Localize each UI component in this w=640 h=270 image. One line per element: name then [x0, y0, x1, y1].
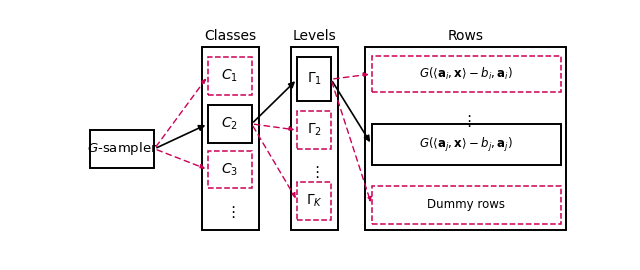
- Text: $G(\langle \mathbf{a}_i, \mathbf{x}\rangle - b_i, \mathbf{a}_i)$: $G(\langle \mathbf{a}_i, \mathbf{x}\rang…: [419, 66, 513, 82]
- Text: $\Gamma_2$: $\Gamma_2$: [307, 122, 322, 138]
- Text: $C_3$: $C_3$: [221, 161, 238, 178]
- Text: $\vdots$: $\vdots$: [461, 113, 472, 129]
- Text: $G$-sampler: $G$-sampler: [87, 140, 157, 157]
- Text: Classes: Classes: [204, 29, 256, 43]
- Bar: [90, 130, 154, 167]
- Bar: [291, 47, 338, 230]
- Bar: [297, 57, 331, 101]
- Bar: [297, 182, 331, 220]
- Bar: [208, 105, 252, 143]
- Text: Rows: Rows: [447, 29, 484, 43]
- Text: $\vdots$: $\vdots$: [225, 204, 235, 220]
- Bar: [372, 186, 561, 224]
- Text: $\Gamma_K$: $\Gamma_K$: [306, 193, 323, 209]
- Text: $C_2$: $C_2$: [221, 116, 238, 132]
- Text: Levels: Levels: [292, 29, 336, 43]
- Text: Dummy rows: Dummy rows: [428, 198, 506, 211]
- Bar: [208, 57, 252, 95]
- Text: $G(\langle \mathbf{a}_j, \mathbf{x}\rangle - b_j, \mathbf{a}_j)$: $G(\langle \mathbf{a}_j, \mathbf{x}\rang…: [419, 136, 513, 154]
- Bar: [202, 47, 259, 230]
- Bar: [208, 151, 252, 188]
- Bar: [297, 112, 331, 149]
- Text: $C_1$: $C_1$: [221, 68, 238, 84]
- Bar: [372, 124, 561, 166]
- Bar: [372, 56, 561, 92]
- Text: $\vdots$: $\vdots$: [309, 164, 319, 180]
- Bar: [365, 47, 566, 230]
- Text: $\Gamma_1$: $\Gamma_1$: [307, 71, 322, 87]
